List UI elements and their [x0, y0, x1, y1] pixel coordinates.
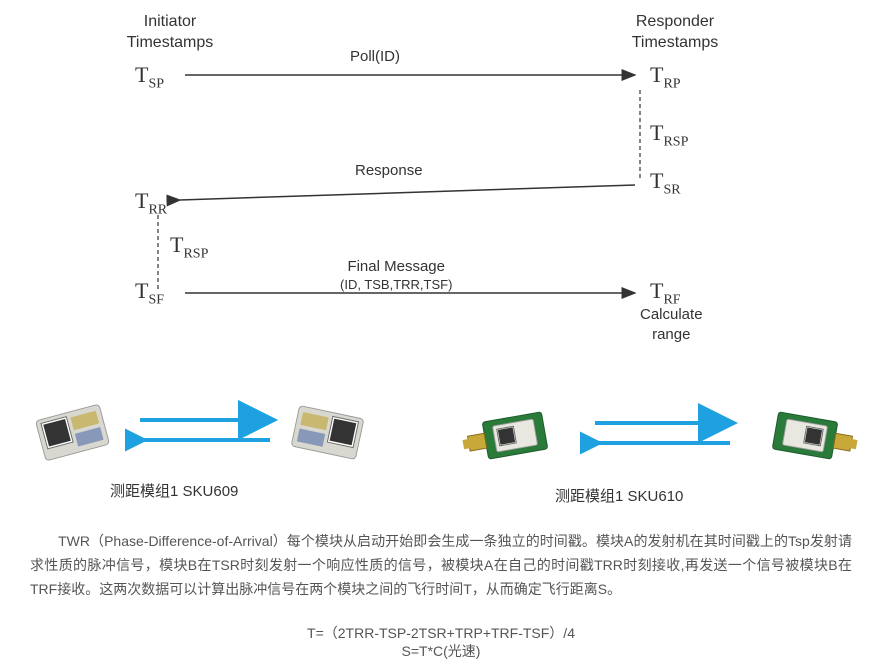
- sequence-diagram: [0, 0, 882, 360]
- formula-s: S=T*C(光速): [0, 640, 882, 662]
- module-sku610-a: [455, 398, 575, 473]
- module-sku609-a: [25, 395, 120, 470]
- exchange-arrows-1b: [125, 400, 285, 460]
- mod1-label: 测距模组1 SKU609: [110, 480, 238, 501]
- description-paragraph: TWR（Phase-Difference-of-Arrival）每个模块从启动开…: [30, 530, 852, 601]
- module-sku610-b: [745, 398, 865, 473]
- module-sku609-b: [280, 395, 375, 470]
- mod2-label: 测距模组1 SKU610: [555, 485, 683, 506]
- exchange-arrows-2: [580, 403, 745, 463]
